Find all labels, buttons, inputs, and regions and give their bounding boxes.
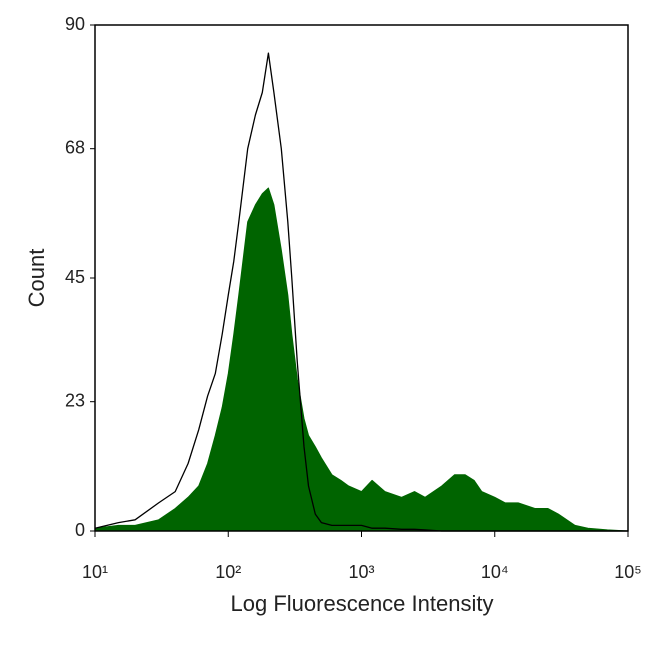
x-tick-label: 10⁴ xyxy=(481,562,509,582)
x-tick-label: 10⁵ xyxy=(614,562,641,582)
y-tick-label: 45 xyxy=(65,267,85,287)
x-axis-label: Log Fluorescence Intensity xyxy=(231,591,494,616)
y-tick-label: 23 xyxy=(65,390,85,410)
y-tick-label: 68 xyxy=(65,137,85,157)
x-tick-label: 10² xyxy=(215,562,241,582)
x-tick-label: 10³ xyxy=(348,562,374,582)
y-tick-label: 0 xyxy=(75,520,85,540)
y-axis-label: Count xyxy=(24,249,49,308)
y-tick-label: 90 xyxy=(65,14,85,34)
filled-histogram xyxy=(94,187,629,532)
x-tick-label: 10¹ xyxy=(82,562,108,582)
